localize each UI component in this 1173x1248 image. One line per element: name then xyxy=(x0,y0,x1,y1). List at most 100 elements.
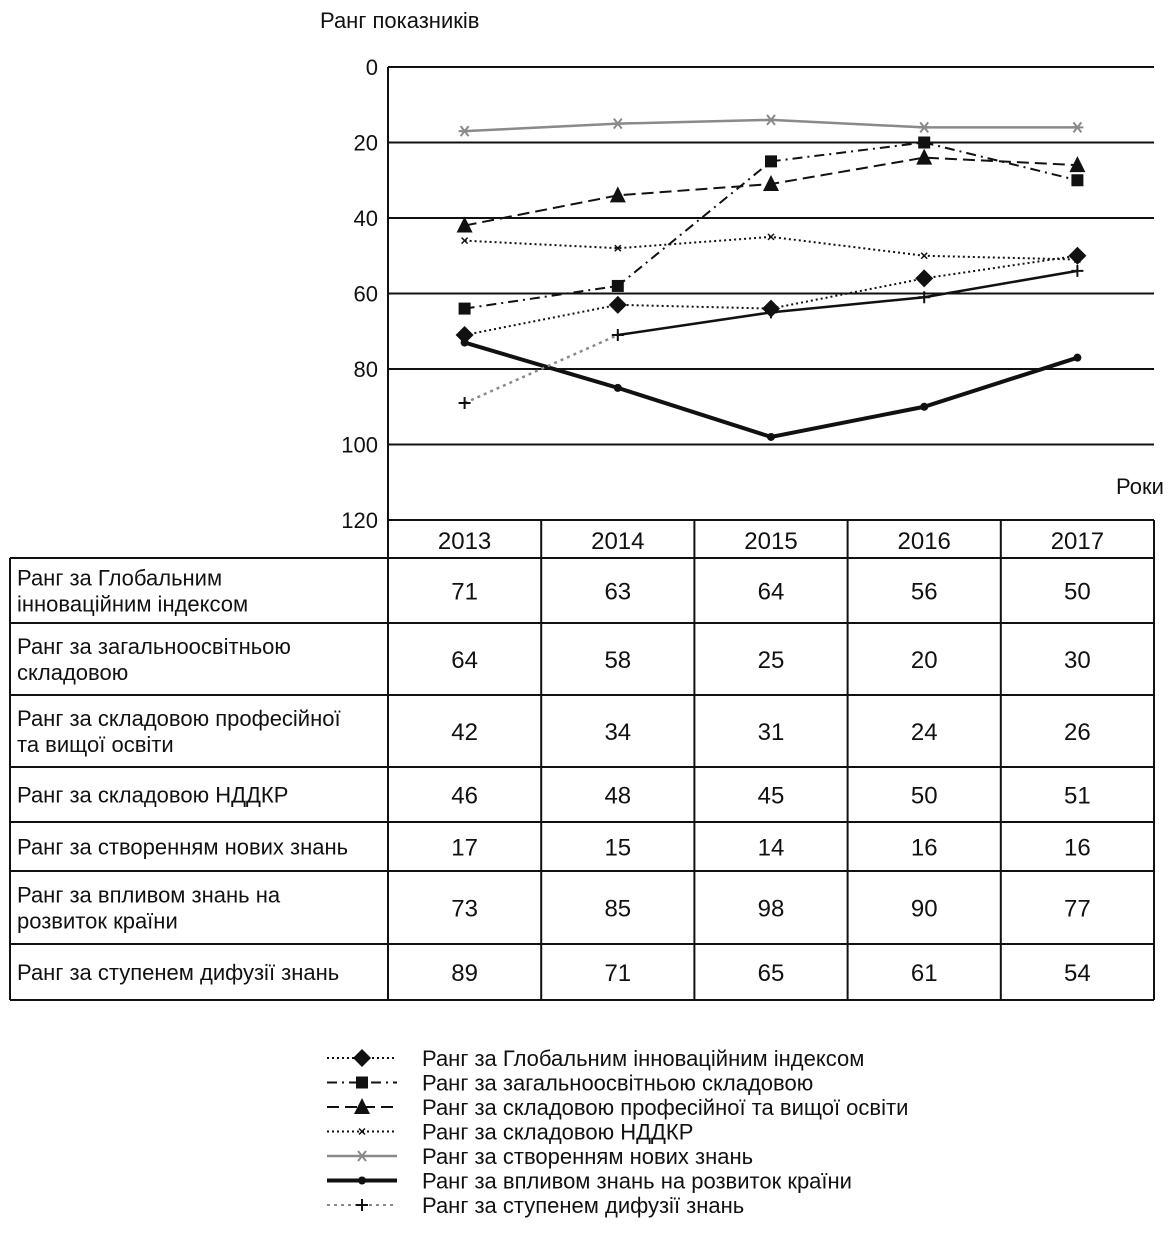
series-line xyxy=(617,269,1078,337)
data-point xyxy=(767,432,775,441)
series-2 xyxy=(458,136,1084,315)
x-tick-label: 2017 xyxy=(1051,528,1104,555)
table-cell-value: 50 xyxy=(1064,579,1091,606)
legend-item: Ранг за загальноосвітньою складовою xyxy=(327,1071,813,1096)
table-cell-value: 16 xyxy=(911,835,938,862)
series-layer xyxy=(455,114,1087,441)
series-1 xyxy=(455,246,1087,345)
data-point xyxy=(611,118,624,130)
data-point xyxy=(461,237,469,245)
data-point xyxy=(356,1150,368,1162)
table-row-label: Ранг за загальноосвітньою складовою xyxy=(17,634,291,685)
data-point xyxy=(765,155,777,168)
data-point xyxy=(918,136,931,149)
data-point xyxy=(358,1127,366,1136)
y-tick-label: 80 xyxy=(354,357,378,382)
series-5 xyxy=(458,114,1084,137)
legend-item: Ранг за впливом знань на розвиток країни xyxy=(327,1169,852,1194)
table-cell-value: 14 xyxy=(758,835,785,862)
table-cell-value: 17 xyxy=(451,835,478,862)
table-cell-value: 58 xyxy=(604,647,631,674)
data-point xyxy=(608,295,627,314)
table-cell-value: 73 xyxy=(451,896,478,923)
data-point xyxy=(1069,156,1086,173)
y-tick-label: 40 xyxy=(354,206,378,231)
series-line xyxy=(464,235,1078,261)
x-tick-label: 2016 xyxy=(898,528,951,555)
legend-label: Ранг за складовою НДДКР xyxy=(422,1120,693,1145)
series-line xyxy=(464,340,1079,440)
table-cell-value: 90 xyxy=(911,896,938,923)
data-point xyxy=(918,121,931,134)
table-cell-value: 65 xyxy=(758,960,785,987)
x-tick-label: 2013 xyxy=(438,528,491,555)
legend-label: Ранг за Глобальним інноваційним індексом xyxy=(422,1046,864,1071)
legend-label: Ранг за складовою професійної та вищої о… xyxy=(422,1095,908,1120)
table-cell-value: 15 xyxy=(604,835,631,862)
y-tick-label: 100 xyxy=(341,433,378,458)
table-cell-value: 50 xyxy=(911,783,938,810)
table-cell-value: 64 xyxy=(451,647,478,674)
table-row-label: Ранг за складовою НДДКР xyxy=(17,783,288,808)
series-line xyxy=(464,141,1078,310)
data-point xyxy=(1073,255,1081,264)
table-row-label: Ранг за складовою професійної та вищої ос… xyxy=(17,706,341,757)
y-tick-label: 0 xyxy=(366,55,378,80)
data-point xyxy=(920,252,928,260)
data-point xyxy=(613,383,622,392)
table-cell-value: 46 xyxy=(451,783,478,810)
table-cell-value: 31 xyxy=(758,719,785,746)
table-cell-value: 54 xyxy=(1064,960,1091,987)
series-line xyxy=(464,156,1078,227)
data-point xyxy=(356,1076,368,1089)
data-point xyxy=(920,402,929,411)
data-point xyxy=(765,306,777,319)
y-tick-label: 120 xyxy=(341,508,378,533)
x-axis-label: Роки xyxy=(1116,474,1164,499)
data-point xyxy=(765,114,777,126)
axes-layer: Ранг показників Роки 0 20 40 60 80 100 120 xyxy=(320,8,1164,533)
legend-item: Ранг за створенням нових знань xyxy=(327,1144,753,1169)
data-point xyxy=(1071,174,1084,187)
data-point xyxy=(1071,264,1084,277)
data-point xyxy=(916,148,933,165)
data-point xyxy=(918,291,931,304)
legend-item: Ранг за складовою НДДКР xyxy=(327,1120,693,1145)
table-cell-value: 71 xyxy=(604,960,631,987)
table-row-label: Ранг за впливом знань на розвиток країни xyxy=(17,883,281,934)
y-tick-label: 20 xyxy=(354,131,378,156)
table-cell-value: 30 xyxy=(1064,647,1091,674)
data-point xyxy=(915,269,934,288)
data-point xyxy=(1068,246,1087,265)
table-cell-value: 98 xyxy=(758,896,785,923)
table-cell-value: 64 xyxy=(758,579,785,606)
table-cell-value: 45 xyxy=(758,783,785,810)
table-row-label: Ранг за створенням нових знань xyxy=(17,835,348,860)
y-tick-label: 60 xyxy=(354,282,378,307)
data-point xyxy=(458,125,471,137)
data-point xyxy=(609,186,626,203)
data-point xyxy=(356,1199,368,1211)
data-point xyxy=(763,175,779,192)
series-4 xyxy=(461,233,1081,264)
legend-item: Ранг за Глобальним інноваційним індексом xyxy=(327,1046,864,1071)
table-cell-value: 42 xyxy=(451,719,478,746)
table-cell-value: 56 xyxy=(911,579,938,606)
legend-label: Ранг за впливом знань на розвиток країни xyxy=(422,1169,852,1194)
legend-label: Ранг за ступенем дифузії знань xyxy=(422,1193,744,1218)
table-cell-value: 61 xyxy=(911,960,938,987)
legend-item: Ранг за ступенем дифузії знань xyxy=(327,1193,744,1218)
data-point xyxy=(611,279,624,292)
legend-label: Ранг за створенням нових знань xyxy=(422,1144,753,1169)
data-point xyxy=(614,244,622,252)
table-cell-value: 48 xyxy=(604,783,631,810)
table-cell-value: 71 xyxy=(451,579,478,606)
x-tick-label: 2015 xyxy=(744,528,797,555)
table-cell-value: 34 xyxy=(604,719,631,746)
data-point xyxy=(1071,121,1084,134)
data-point xyxy=(458,302,471,315)
table-cell-value: 51 xyxy=(1064,783,1091,810)
table-cell-value: 16 xyxy=(1064,835,1091,862)
table-cell-value: 25 xyxy=(758,647,785,674)
